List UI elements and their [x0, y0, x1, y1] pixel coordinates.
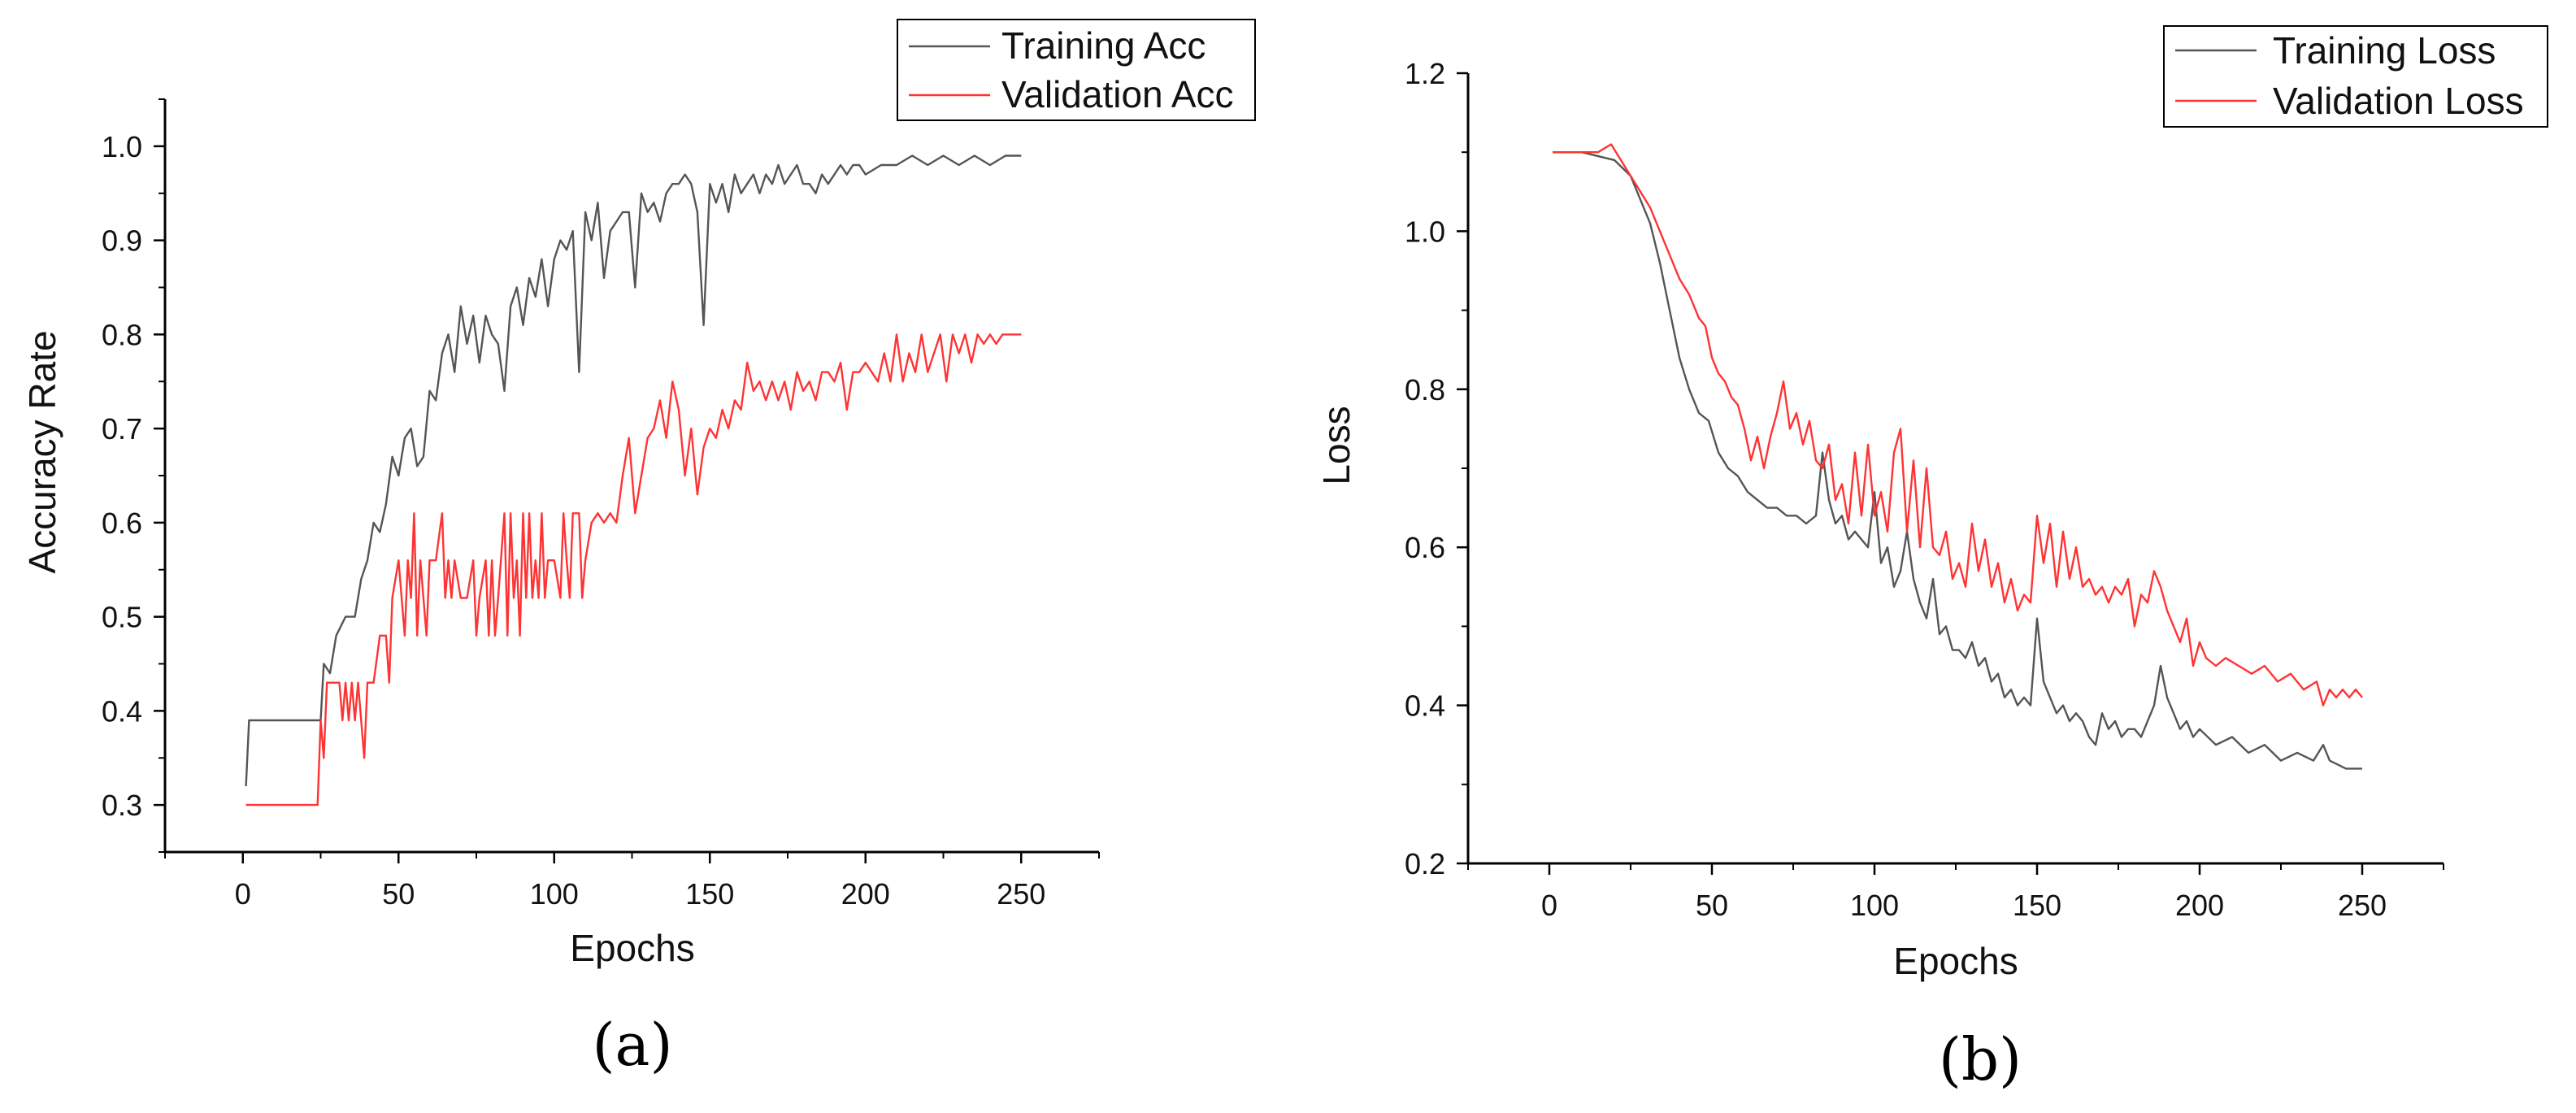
accuracy-x-tick-label: 100 [530, 877, 579, 911]
loss-y-tick-label: 0.4 [1405, 689, 1445, 723]
accuracy-x-tick-label: 200 [841, 877, 890, 911]
panel-label-b: (b) [1939, 1025, 2022, 1093]
loss-chart: 0.2 0.4 0.6 0.8 1.0 1.2 0 50 100 150 200 250 Epochs… [1315, 25, 2548, 1093]
loss-x-tick-label: 100 [1850, 889, 1899, 922]
loss-x-tick-label: 150 [2013, 889, 2061, 922]
panel-label-a: (a) [592, 1011, 672, 1079]
accuracy-y-tick-label: 0.4 [102, 694, 142, 728]
loss-y-tick-label: 0.2 [1405, 847, 1445, 880]
loss-ticks: 0.2 0.4 0.6 0.8 1.0 1.2 0 50 100 150 200 250 [1405, 57, 2444, 922]
accuracy-plot-lines [245, 154, 1022, 806]
loss-y-tick-label: 0.6 [1405, 531, 1445, 564]
loss-plot-lines [1553, 143, 2363, 770]
loss-x-tick-label: 50 [1696, 889, 1728, 922]
loss-y-tick-label: 1.2 [1405, 57, 1445, 90]
accuracy-series-validation-line [245, 333, 1022, 806]
accuracy-legend: Training Acc Validation Acc [897, 19, 1256, 121]
loss-axes [1466, 73, 2444, 865]
accuracy-ticks: 0.3 0.4 0.5 0.6 0.7 0.8 0.9 1.0 0 50 100 150 200 250 [102, 98, 1100, 911]
accuracy-x-tick-label: 250 [997, 877, 1045, 911]
loss-legend-label-validation: Validation Loss [2273, 80, 2524, 122]
accuracy-x-tick-label: 150 [685, 877, 734, 911]
loss-x-axis-title: Epochs [1893, 940, 2018, 982]
accuracy-y-axis-title: Accuracy Rate [21, 330, 63, 573]
accuracy-y-tick-label: 0.5 [102, 601, 142, 634]
accuracy-y-tick-label: 0.7 [102, 412, 142, 446]
accuracy-y-tick-label: 0.8 [102, 318, 142, 351]
accuracy-chart: 0.30.40.50.60.70.80.91.00 50 100 150 200 250 … [21, 19, 1256, 1079]
loss-y-tick-label: 1.0 [1405, 215, 1445, 248]
accuracy-y-tick-label: 0.3 [102, 789, 142, 822]
loss-series-training-line [1553, 150, 2362, 770]
loss-series-validation-line [1553, 143, 2363, 706]
loss-x-tick-label: 250 [2338, 889, 2387, 922]
accuracy-legend-label-validation: Validation Acc [1001, 73, 1234, 115]
loss-y-axis-title: Loss [1315, 406, 1358, 485]
accuracy-y-tick-label: 0.9 [102, 224, 142, 258]
loss-x-tick-label: 200 [2175, 889, 2224, 922]
accuracy-x-tick-label: 0 [235, 877, 251, 911]
accuracy-x-axis-title: Epochs [570, 927, 694, 969]
loss-legend-label-training: Training Loss [2273, 29, 2496, 72]
accuracy-y-tick-label: 0.6 [102, 507, 142, 540]
accuracy-series-training-line [245, 154, 1022, 787]
accuracy-y-tick-label: 1.0 [102, 130, 142, 163]
loss-legend: Training Loss Validation Loss [2163, 25, 2548, 128]
loss-x-tick-label: 0 [1541, 889, 1557, 922]
accuracy-legend-label-training: Training Acc [1001, 24, 1205, 67]
accuracy-x-tick-label: 50 [382, 877, 415, 911]
loss-legend-box [2163, 25, 2548, 128]
accuracy-legend-box [897, 19, 1256, 121]
loss-y-tick-label: 0.8 [1405, 373, 1445, 407]
